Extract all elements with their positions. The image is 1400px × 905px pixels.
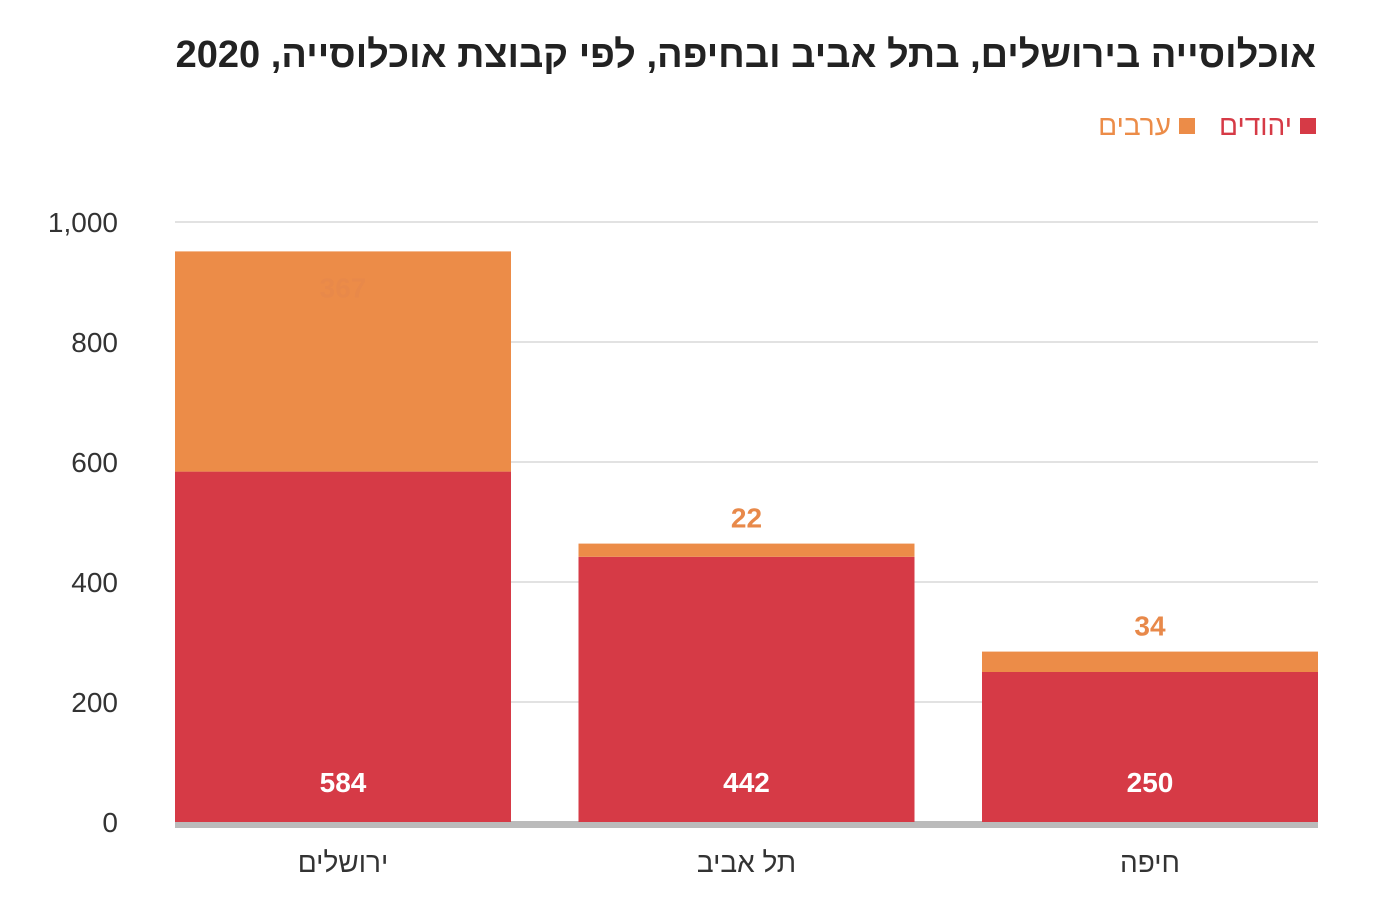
y-tick-label-400: 400 [71, 567, 118, 598]
bar-jews-2 [982, 672, 1318, 822]
category-label-1: תל אביב [697, 847, 796, 878]
y-tick-label-200: 200 [71, 687, 118, 718]
y-tick-label-600: 600 [71, 447, 118, 478]
bar-jews-0 [175, 471, 511, 822]
legend-label-arabs: ערבים [1098, 110, 1172, 141]
y-tick-label-0: 0 [102, 807, 118, 838]
legend-item-jews: יהודים [1219, 110, 1316, 142]
data-label-jews-1: 442 [723, 767, 770, 798]
label-layer: 0 200 400 600 800 1,000 584 367 ירושלים 442 22 תל א… [48, 207, 1180, 878]
category-label-0: ירושלים [298, 847, 388, 878]
data-label-jews-2: 250 [1127, 767, 1174, 798]
legend: יהודים ערבים [1098, 110, 1316, 142]
x-axis-baseline [175, 821, 1318, 828]
legend-item-arabs: ערבים [1098, 110, 1196, 142]
bar-arabs-1 [578, 543, 915, 557]
legend-swatch-arabs [1179, 118, 1196, 134]
bar-arabs-0 [175, 251, 511, 472]
y-tick-label-1000: 1,000 [48, 207, 118, 238]
bar-jews-1 [578, 556, 915, 822]
data-label-arabs-2: 34 [1134, 611, 1166, 642]
bar-layer [175, 251, 1318, 822]
data-label-jews-0: 584 [320, 767, 367, 798]
chart-title: אוכלוסייה בירושלים, בתל אביב ובחיפה, לפי… [175, 34, 1316, 76]
data-label-arabs-1: 22 [731, 503, 762, 534]
legend-label-jews: יהודים [1219, 110, 1292, 141]
category-label-2: חיפה [1120, 847, 1180, 878]
data-label-arabs-0: 367 [320, 272, 367, 303]
y-tick-label-800: 800 [71, 327, 118, 358]
bar-arabs-2 [982, 651, 1318, 672]
legend-swatch-jews [1300, 118, 1316, 134]
